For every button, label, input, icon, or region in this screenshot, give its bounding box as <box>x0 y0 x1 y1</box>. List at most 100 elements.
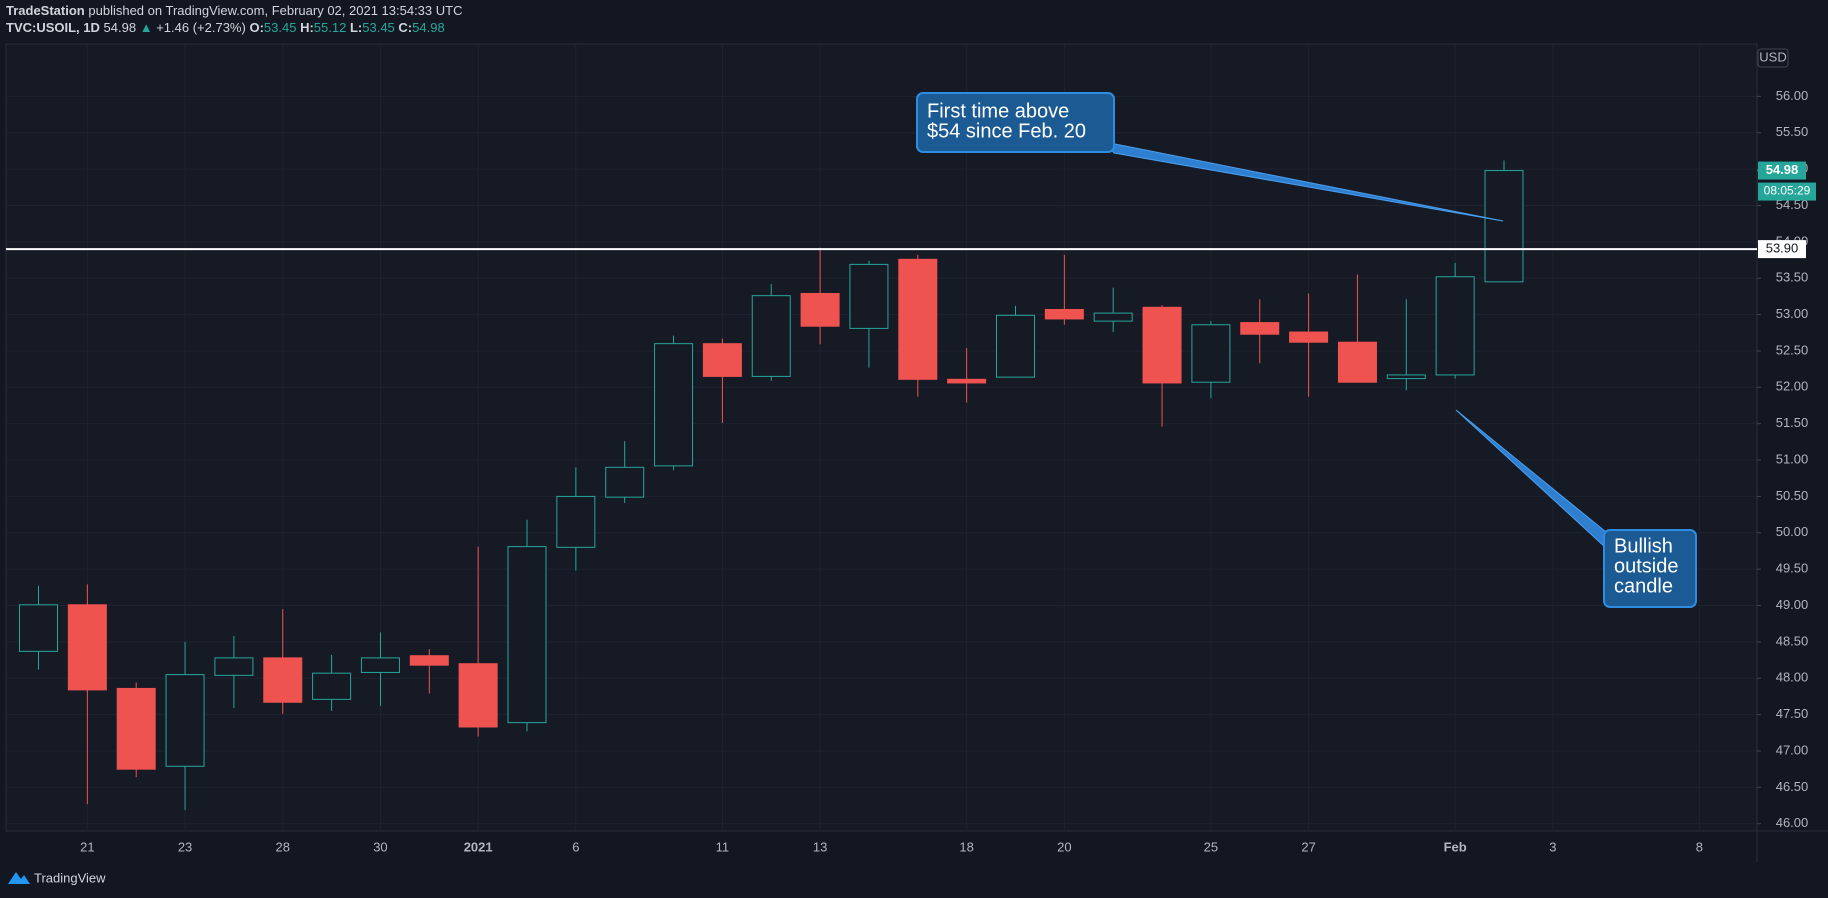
candle-body <box>67 604 107 691</box>
brand: TradingView <box>34 870 106 885</box>
candle-body <box>1240 322 1280 335</box>
y-tick-label: 55.50 <box>1776 124 1809 139</box>
candle-body <box>458 663 498 728</box>
header-line-1: TradeStation published on TradingView.co… <box>6 3 462 18</box>
candle-body <box>849 263 889 329</box>
candle-body <box>605 466 645 498</box>
currency-box <box>1757 48 1789 68</box>
x-tick-label: 30 <box>373 839 387 854</box>
candle-body <box>800 292 840 327</box>
callout-text: candle <box>1614 575 1673 597</box>
y-tick-label: 53.00 <box>1776 306 1809 321</box>
candle-body <box>1044 308 1084 320</box>
y-tick-label: 48.50 <box>1776 633 1809 648</box>
callout-text: outside <box>1614 555 1679 577</box>
candle-body <box>214 657 254 676</box>
y-tick-label: 52.00 <box>1776 379 1809 394</box>
grid <box>6 44 1757 831</box>
last: 54.98 <box>104 20 137 35</box>
last-price-tag <box>1758 161 1806 180</box>
x-tick-label: 2021 <box>464 839 493 854</box>
candle-body <box>360 657 400 673</box>
y-tick-label: 47.00 <box>1776 742 1809 757</box>
x-tick-label: 8 <box>1696 839 1703 854</box>
x-tick-label: 6 <box>572 839 579 854</box>
o-label: O: <box>249 20 263 35</box>
h-label: H: <box>300 20 314 35</box>
x-tick-label: 25 <box>1204 839 1218 854</box>
candles <box>19 160 1524 810</box>
x-tick-label: 11 <box>716 839 730 854</box>
y-tick-label: 53.50 <box>1776 270 1809 285</box>
y-tick-label: 52.50 <box>1776 342 1809 357</box>
x-tick-label: 3 <box>1549 839 1556 854</box>
symbol: TVC:USOIL, 1D <box>6 20 100 35</box>
candle-body <box>19 604 58 652</box>
published: published on TradingView.com, February 0… <box>88 3 462 18</box>
candle-body <box>165 674 205 767</box>
candle-body <box>263 657 303 703</box>
candle-body <box>556 495 596 548</box>
x-tick-label: 27 <box>1301 839 1315 854</box>
last-price-label: 54.98 <box>1766 162 1799 177</box>
y-tick-label: 50.00 <box>1776 524 1809 539</box>
callout-box <box>916 92 1115 153</box>
publisher: TradeStation <box>6 3 85 18</box>
level-label: 53.90 <box>1766 241 1799 256</box>
candle-body <box>1337 341 1377 383</box>
o-value: 53.45 <box>264 20 297 35</box>
candle-body <box>1386 374 1426 380</box>
candle-body <box>1191 324 1231 383</box>
y-tick-label: 51.00 <box>1776 451 1809 466</box>
c-label: C: <box>398 20 412 35</box>
candle-body <box>654 343 694 467</box>
y-tick-label: 49.50 <box>1776 561 1809 576</box>
brand-logo <box>8 872 30 884</box>
candle-body <box>702 343 742 377</box>
candle-body <box>116 687 156 770</box>
candle-body <box>1289 331 1329 343</box>
countdown: 08:05:29 <box>1764 184 1811 198</box>
up-arrow: ▲ <box>140 20 153 35</box>
callout-text: $54 since Feb. 20 <box>927 120 1086 142</box>
x-tick-label: 23 <box>178 839 192 854</box>
candle-body <box>1093 312 1133 322</box>
y-tick-label: 54.50 <box>1776 197 1809 212</box>
l-label: L: <box>350 20 362 35</box>
x-tick-label: 18 <box>959 839 973 854</box>
y-tick-label: 46.00 <box>1776 815 1809 830</box>
level-tag <box>1758 240 1806 259</box>
candle-body <box>1435 276 1475 376</box>
change: +1.46 (+2.73%) <box>156 20 246 35</box>
y-tick-label: 47.50 <box>1776 706 1809 721</box>
header-line-2: TVC:USOIL, 1D 54.98 ▲ +1.46 (+2.73%) O:5… <box>6 20 445 35</box>
candle-body <box>996 314 1035 378</box>
x-tick-label: 28 <box>276 839 290 854</box>
candle-body <box>751 295 791 377</box>
callout-text: Bullish <box>1614 535 1673 557</box>
candle-body <box>1142 306 1182 384</box>
x-tick-label: 20 <box>1057 839 1071 854</box>
h-value: 55.12 <box>314 20 347 35</box>
plot-area <box>5 43 1758 832</box>
y-tick-label: 51.50 <box>1776 415 1809 430</box>
candle-body <box>312 672 352 700</box>
x-tick-label: Feb <box>1444 839 1467 854</box>
currency: USD <box>1759 49 1786 64</box>
l-value: 53.45 <box>362 20 395 35</box>
y-tick-label: 48.00 <box>1776 670 1809 685</box>
c-value: 54.98 <box>412 20 445 35</box>
candle-body <box>507 546 547 724</box>
candle-body <box>898 258 938 380</box>
callout-text: First time above <box>927 100 1069 122</box>
candle-body <box>947 378 987 384</box>
y-tick-label: 50.50 <box>1776 488 1809 503</box>
countdown-tag <box>1758 182 1816 201</box>
candle-body <box>409 655 449 666</box>
y-tick-label: 49.00 <box>1776 597 1809 612</box>
x-tick-label: 13 <box>813 839 827 854</box>
y-tick-label: 46.50 <box>1776 779 1809 794</box>
callout-box <box>1603 529 1697 608</box>
x-tick-label: 21 <box>80 839 94 854</box>
